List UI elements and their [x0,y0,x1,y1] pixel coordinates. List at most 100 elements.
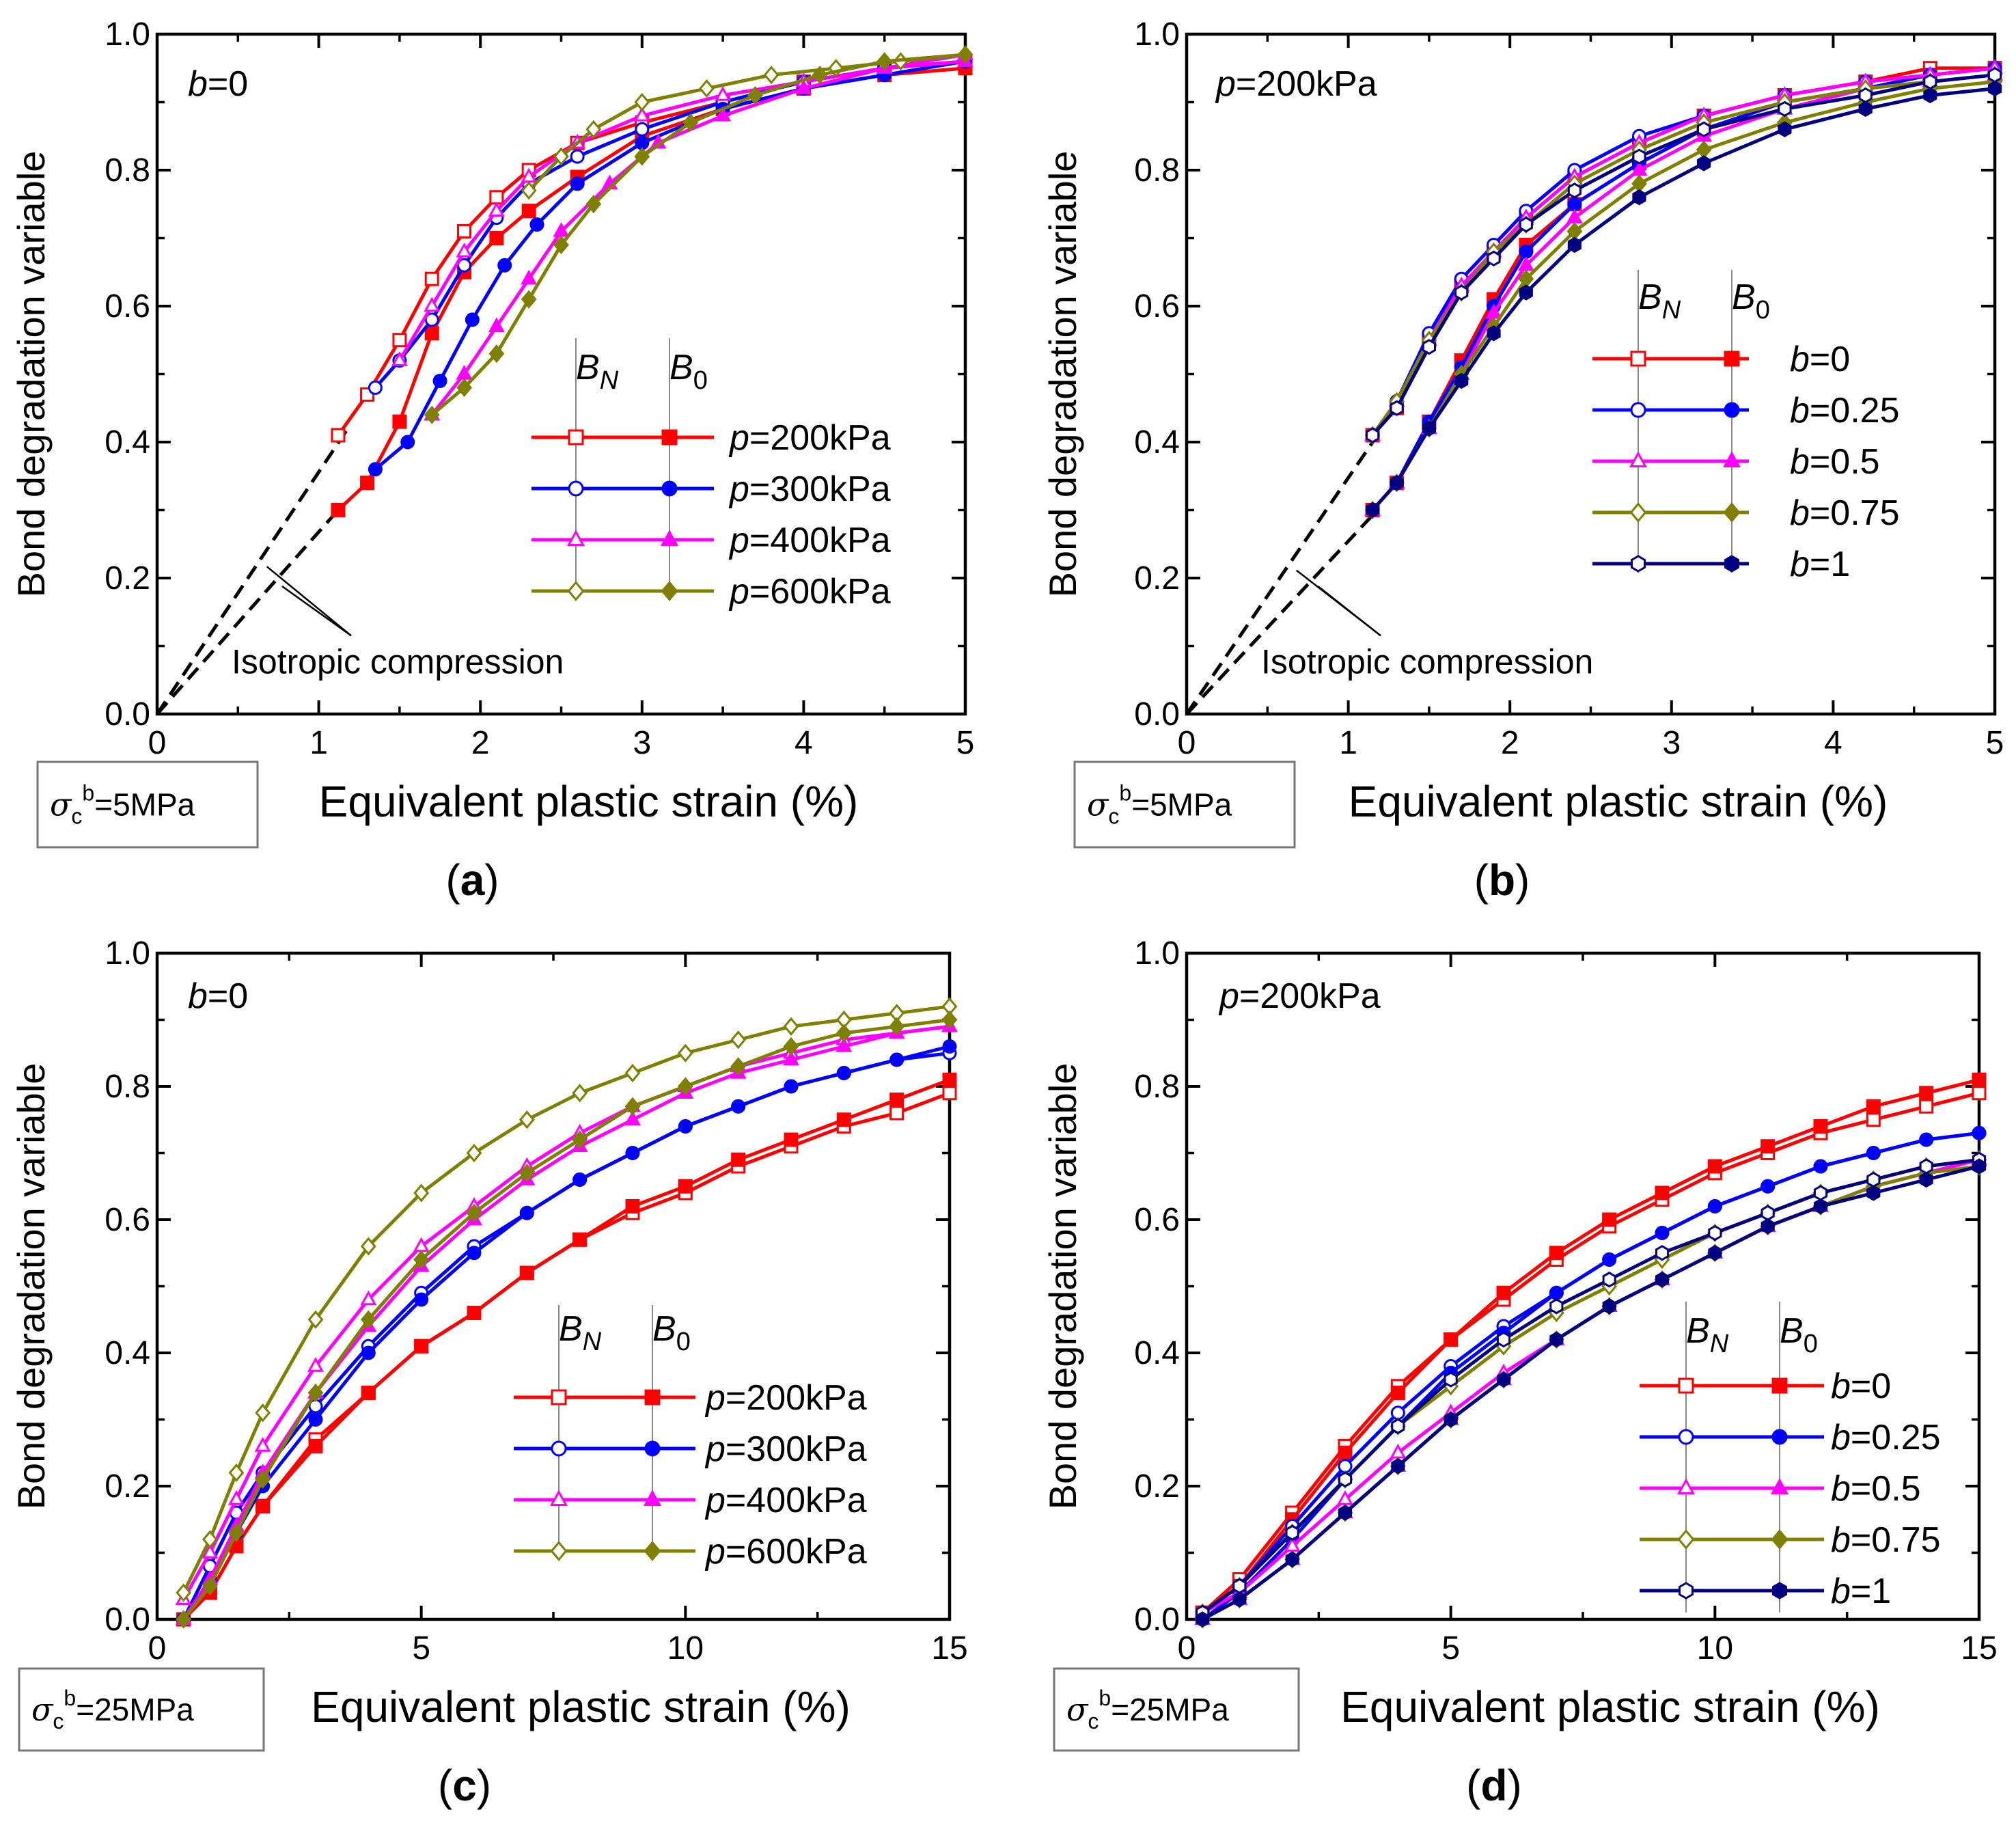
data-point [1232,1578,1247,1594]
legend-marker-filled [661,581,678,601]
legend-marker-filled [1724,402,1740,418]
data-point [730,1030,747,1050]
legend-entry-label: b=1 [1790,545,1850,584]
y-axis-label: Bond degradation variable [1041,151,1084,598]
data-point [1519,244,1534,259]
data-point [624,1063,641,1083]
data-point [1549,1285,1564,1300]
y-tick-label: 0.0 [1134,696,1180,732]
x-tick-label: 4 [1824,725,1842,761]
data-point [1696,140,1712,159]
legend-marker-filled [1724,351,1740,367]
data-point [677,1077,693,1096]
data-point [625,1199,640,1213]
y-axis-label: Bond degradation variable [10,1063,53,1510]
data-point [634,92,650,112]
legend-entry-label: b=0 [1831,1367,1891,1406]
y-tick-label: 0.4 [1134,1335,1180,1371]
data-point [1919,1086,1934,1101]
legend: BN B0 b=0 b=0.25 b=0.5 b=0.75 b=1 [1592,270,1900,584]
data-point [521,204,536,219]
legend-head-b0: B0 [1732,277,1770,325]
x-axis-label: Equivalent plastic strain (%) [1340,1682,1880,1731]
data-point [424,297,441,312]
legend-entry-label: b=1 [1831,1572,1891,1611]
data-point [730,1057,747,1076]
data-point [889,1052,905,1067]
data-point [424,271,439,286]
data-point [255,1403,271,1423]
data-point [1519,216,1533,233]
series-line [1202,1164,1980,1621]
data-point [1866,1146,1881,1160]
legend-marker-open [1631,555,1646,573]
data-point [1778,100,1792,118]
material-label: σcb=5MPa [50,781,195,829]
legend-head-bn: BN [1686,1311,1729,1358]
legend-marker-filled [661,429,678,445]
data-point [1708,1224,1722,1242]
data-point [1549,1298,1564,1315]
legend-entry-label: b=0.75 [1790,493,1900,533]
x-tick-label: 15 [931,1630,967,1666]
y-tick-label: 0.2 [1134,1468,1180,1505]
legend-marker-open [549,1490,568,1506]
data-point [876,52,893,71]
data-point [715,86,732,101]
legend-entry-label: b=0.5 [1831,1469,1921,1509]
data-point [1632,189,1646,206]
data-point [795,79,812,94]
data-point [1972,1086,1987,1101]
x-tick-label: 1 [309,725,328,761]
y-tick-label: 0.4 [1134,424,1180,461]
legend-entry-label: b=0.25 [1831,1418,1941,1457]
x-tick-label: 0 [1178,1630,1196,1666]
data-point [682,113,699,132]
data-point [1813,1119,1828,1134]
material-box [36,760,259,849]
data-point [624,1097,641,1116]
legend-marker-filled [660,530,679,546]
data-point [763,66,779,85]
x-tick-label: 0 [148,725,167,761]
legend-marker-filled [644,1541,661,1561]
x-tick-label: 5 [1441,1630,1460,1666]
data-point [1632,148,1646,165]
data-point [307,1310,324,1329]
series-line [1371,87,1996,512]
y-tick-label: 0.6 [1134,1202,1180,1238]
legend-marker-open [1629,451,1648,467]
data-point [331,503,346,517]
data-point [1760,1205,1775,1221]
data-point [715,106,732,122]
legend: BN B0 p=200kPa p=300kPa p=400kPa p=600kPa [514,1305,867,1572]
data-point [1866,1112,1881,1127]
legend: BN B0 p=200kPa p=300kPa p=400kPa p=600kPa [531,338,891,612]
data-point [497,258,512,273]
data-point [1391,1458,1405,1474]
data-point [254,1437,271,1452]
data-point [1972,1158,1987,1175]
y-tick-label: 0.8 [1134,152,1180,189]
x-tick-label: 5 [1986,725,2004,761]
y-tick-label: 0.2 [105,1468,150,1505]
series-line [398,53,966,361]
x-tick-label: 1 [1339,725,1357,761]
y-axis-label: Bond degradation variable [1041,1063,1084,1510]
data-point [392,414,407,429]
data-point [202,1530,218,1549]
data-point [678,1179,693,1194]
x-tick-label: 10 [667,1630,704,1666]
data-point [489,190,504,205]
data-point [392,333,407,348]
y-tick-label: 1.0 [105,16,150,53]
panel-c: 0 5 10 15 0.0 0.2 0.4 0.6 0.8 1.0 Bond degradation… [10,935,968,1810]
legend-marker-filled [1771,1377,1788,1394]
data-point [1487,325,1501,342]
data-point [521,269,538,285]
panel-caption: (d) [1466,1761,1522,1810]
data-point [1919,1171,1933,1188]
panel-d: 0 5 10 15 0.0 0.2 0.4 0.6 0.8 1.0 Bond degradation… [1041,935,1998,1810]
y-tick-label: 0.4 [105,1335,150,1371]
panel-a: 0 1 2 3 4 5 0.0 0.2 0.4 0.6 0.8 1.0 Bond degradation… [10,16,974,905]
